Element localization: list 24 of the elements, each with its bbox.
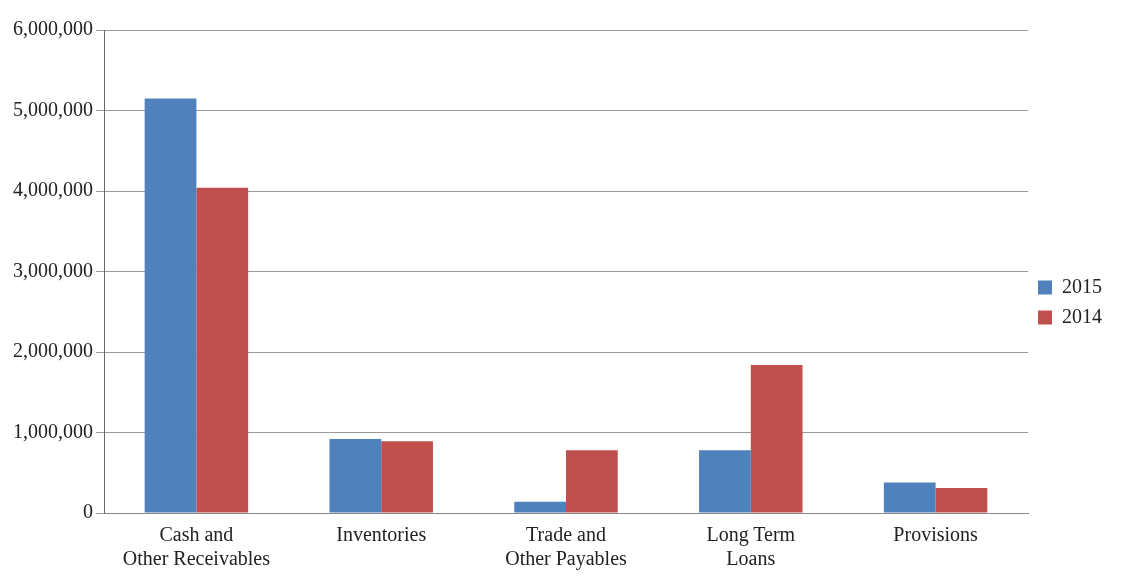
legend-label: 2015: [1062, 274, 1102, 297]
bar: [750, 364, 803, 513]
y-tick-label: 4,000,000: [13, 178, 93, 201]
x-tick-label: Trade and Other Payables: [505, 523, 628, 571]
bar: [883, 482, 936, 513]
bar: [329, 438, 382, 513]
y-tick-label: 6,000,000: [13, 17, 93, 40]
y-tick-label: 0: [83, 500, 93, 523]
bar: [196, 187, 249, 513]
bar: [381, 441, 433, 513]
bar: [144, 98, 197, 513]
y-tick-label: 1,000,000: [13, 419, 93, 442]
bar: [935, 488, 988, 513]
legend-label: 2014: [1062, 304, 1102, 327]
bar: [514, 501, 566, 513]
bar: [699, 450, 751, 513]
x-tick-label: Inventories: [336, 523, 427, 546]
y-tick-label: 3,000,000: [13, 258, 93, 281]
y-tick-label: 2,000,000: [13, 339, 93, 362]
x-tick-label: Provisions: [893, 523, 979, 546]
x-tick-label: Long Term Loans: [706, 523, 796, 570]
bar: [566, 450, 618, 513]
y-tick-label: 5,000,000: [13, 97, 93, 120]
x-tick-label: Cash and Other Receivables: [122, 523, 271, 570]
